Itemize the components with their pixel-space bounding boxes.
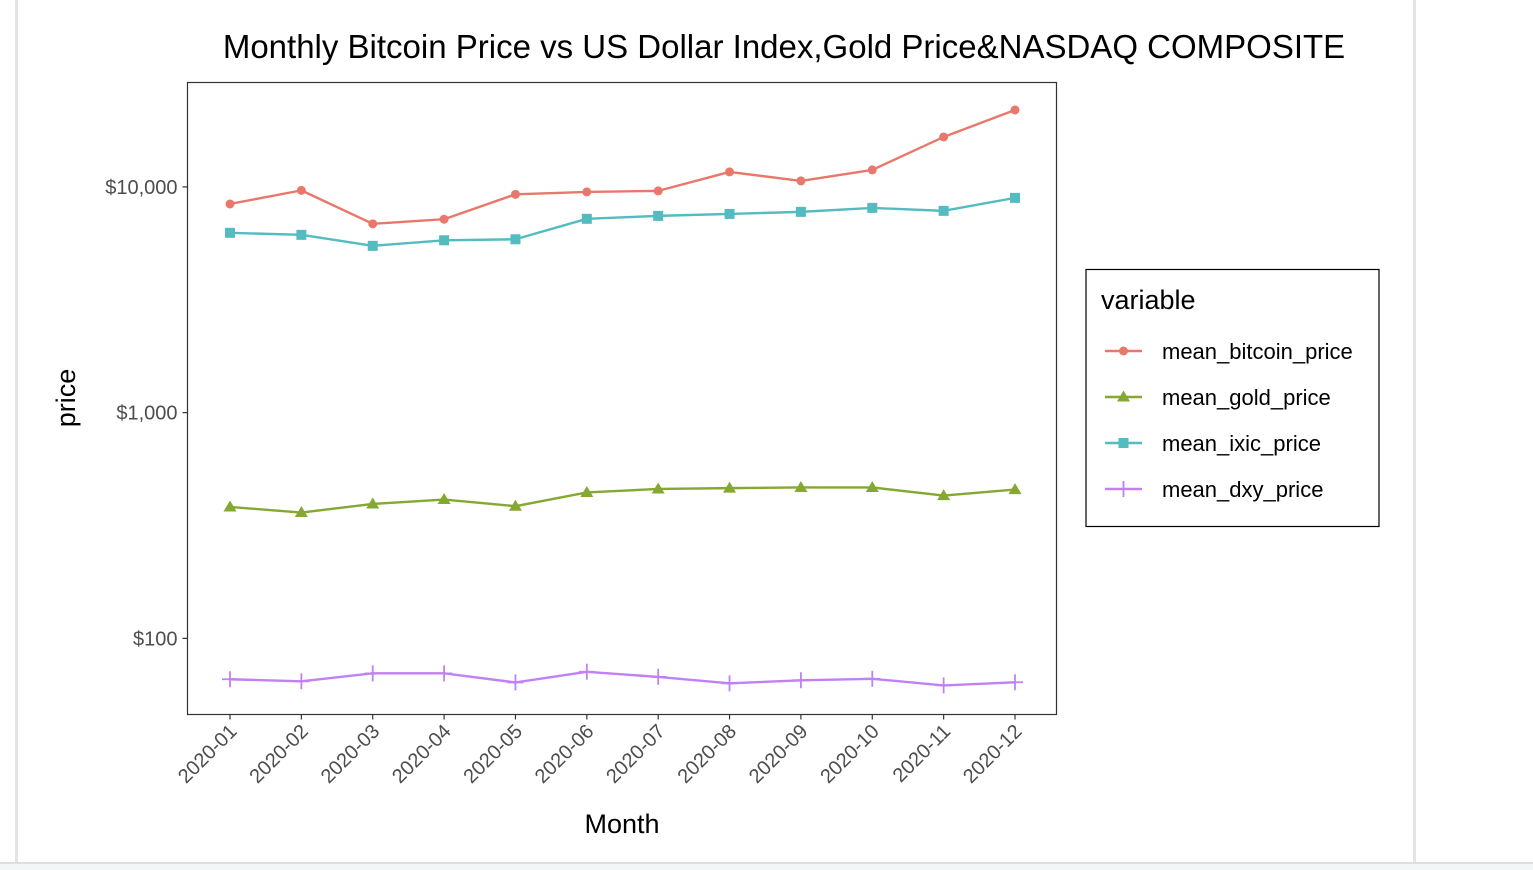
series-mean-gold-price (223, 480, 1022, 518)
x-axis-title: Month (584, 809, 659, 839)
series-line-mean-bitcoin-price (229, 108, 1016, 226)
data-point-mean-bitcoin-price (653, 186, 663, 196)
data-point-mean-bitcoin-price (510, 189, 520, 199)
data-point-mean-ixic-price (653, 210, 664, 221)
data-point-mean-ixic-price (795, 206, 806, 217)
x-tick-label: 2020-11 (889, 720, 955, 786)
x-tick-label: 2020-02 (245, 720, 312, 787)
legend-item-mean-gold-price: mean_gold_price (1105, 385, 1331, 410)
x-tick-label: 2020-04 (388, 720, 455, 787)
page-frame-left (15, 0, 18, 862)
data-point-mean-gold-price (223, 500, 237, 512)
series-line-mean-dxy-price (229, 670, 1016, 687)
data-point-mean-ixic-price (439, 235, 450, 246)
data-point-mean-dxy-price (792, 672, 809, 689)
data-point-mean-gold-price (865, 480, 879, 492)
y-axis: $100 $1,000 $10,000 (105, 177, 188, 650)
legend: variable mean_bitcoin_price mean_gold_pri… (1085, 268, 1380, 528)
data-point-mean-ixic-price (867, 202, 878, 213)
data-point-mean-dxy-price (578, 663, 595, 680)
legend-key-marker (1115, 481, 1132, 497)
legend-key-marker (1119, 346, 1128, 356)
x-tick-label: 2020-03 (317, 720, 384, 787)
legend-label: mean_gold_price (1162, 385, 1331, 410)
data-point-mean-bitcoin-price (439, 214, 449, 224)
y-tick-label: $100 (133, 628, 178, 650)
legend-title: variable (1101, 285, 1196, 315)
legend-key-marker (1117, 390, 1130, 402)
data-point-mean-bitcoin-price (225, 199, 235, 209)
data-point-mean-gold-price (723, 481, 737, 493)
data-point-mean-dxy-price (935, 677, 952, 694)
data-point-mean-ixic-price (724, 208, 735, 219)
series-layer (222, 105, 1023, 694)
chart-title: Monthly Bitcoin Price vs US Dollar Index… (223, 28, 1345, 65)
series-mean-bitcoin-price (225, 105, 1020, 229)
x-tick-label: 2020-06 (531, 720, 598, 787)
data-point-mean-gold-price (937, 489, 951, 501)
data-point-mean-bitcoin-price (939, 132, 949, 142)
x-tick-label: 2020-09 (745, 720, 812, 787)
bottom-strip (0, 862, 1533, 870)
page-frame-right (1413, 0, 1416, 862)
x-tick-label: 2020-10 (816, 720, 883, 787)
data-point-mean-gold-price (437, 493, 451, 505)
data-point-mean-dxy-price (864, 670, 881, 687)
data-point-mean-bitcoin-price (582, 187, 592, 197)
data-point-mean-dxy-price (1007, 674, 1023, 691)
data-point-mean-ixic-price (367, 240, 378, 251)
y-axis-title: price (51, 369, 81, 428)
data-point-mean-bitcoin-price (1010, 105, 1020, 115)
series-mean-ixic-price (225, 192, 1020, 251)
x-tick-label: 2020-05 (460, 720, 527, 787)
data-point-mean-gold-price (366, 497, 380, 509)
data-point-mean-dxy-price (650, 668, 667, 685)
data-point-mean-bitcoin-price (368, 219, 378, 229)
legend-label: mean_bitcoin_price (1162, 339, 1353, 364)
data-point-mean-ixic-price (296, 229, 307, 240)
data-point-mean-ixic-price (225, 227, 235, 238)
data-point-mean-dxy-price (507, 674, 524, 691)
data-point-mean-dxy-price (436, 665, 453, 682)
legend-label: mean_dxy_price (1162, 477, 1323, 502)
y-tick-label: $10,000 (105, 177, 177, 199)
data-point-mean-ixic-price (938, 205, 949, 216)
legend-items: mean_bitcoin_price mean_gold_price mean_ix… (1105, 339, 1353, 502)
data-point-mean-gold-price (580, 485, 594, 497)
legend-item-mean-bitcoin-price: mean_bitcoin_price (1105, 339, 1353, 364)
series-mean-dxy-price (222, 663, 1023, 694)
data-point-mean-bitcoin-price (867, 165, 877, 175)
data-point-mean-ixic-price (581, 213, 592, 224)
data-point-mean-gold-price (651, 482, 665, 494)
x-axis: 2020-01 2020-02 2020-03 2020-04 2020-05 2020-… (174, 714, 1027, 788)
x-tick-label: 2020-08 (674, 720, 741, 787)
series-line-mean-ixic-price (229, 196, 1016, 248)
data-point-mean-dxy-price (222, 671, 238, 688)
y-tick-label: $1,000 (116, 403, 177, 425)
x-tick-label: 2020-07 (602, 720, 669, 787)
data-point-mean-gold-price (294, 506, 308, 518)
data-point-mean-bitcoin-price (296, 185, 306, 195)
legend-label: mean_ixic_price (1162, 431, 1321, 456)
legend-item-mean-dxy-price: mean_dxy_price (1105, 477, 1323, 502)
data-point-mean-gold-price (794, 480, 808, 492)
plot-panel (186, 81, 1058, 716)
data-point-mean-ixic-price (510, 234, 521, 245)
x-tick-label: 2020-01 (174, 720, 241, 787)
data-point-mean-ixic-price (1010, 192, 1020, 203)
data-point-mean-dxy-price (293, 673, 310, 690)
legend-key-marker (1118, 438, 1129, 448)
series-line-mean-gold-price (229, 486, 1016, 514)
data-point-mean-gold-price (1008, 483, 1022, 495)
data-point-mean-bitcoin-price (725, 167, 735, 177)
data-point-mean-dxy-price (721, 675, 738, 692)
data-point-mean-bitcoin-price (796, 176, 806, 186)
legend-item-mean-ixic-price: mean_ixic_price (1105, 431, 1321, 456)
data-point-mean-dxy-price (364, 665, 381, 682)
data-point-mean-gold-price (508, 499, 522, 511)
x-tick-label: 2020-12 (959, 720, 1026, 787)
